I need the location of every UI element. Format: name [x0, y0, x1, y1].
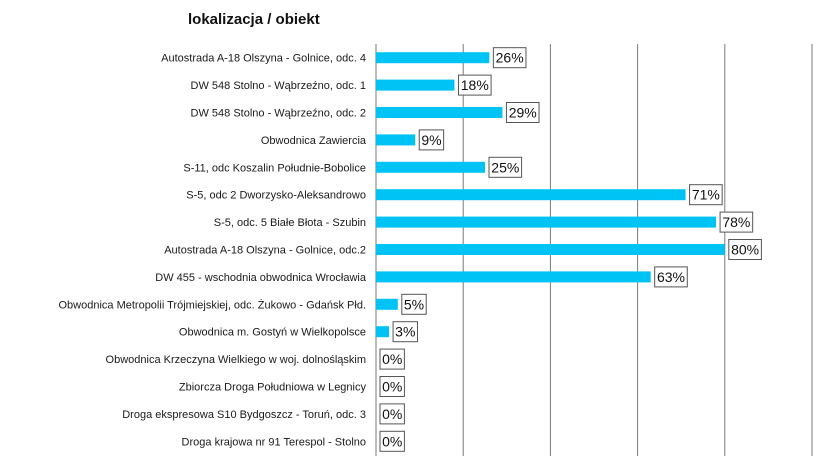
data-label-text: 5%: [404, 296, 424, 312]
data-label-box: [505, 102, 540, 123]
category-label: Obwodnica m. Gostyń w Wielkopolsce: [179, 327, 366, 339]
bar: [376, 107, 503, 118]
category-label: DW 455 - wschodnia obwodnica Wrocławia: [155, 272, 367, 284]
data-label-text: 71%: [692, 187, 720, 203]
data-label: 3%: [392, 321, 418, 343]
data-label-text: 29%: [509, 105, 537, 121]
data-label-box: [418, 129, 445, 151]
category-labels: Autostrada A-18 Olszyna - Golnice, odc. …: [58, 53, 366, 449]
data-label-box: [689, 184, 723, 206]
data-label-box: [379, 403, 405, 425]
category-label: S-5, odc 2 Dworzysko-Aleksandrowo: [186, 190, 366, 202]
data-label: 80%: [728, 239, 762, 260]
bar: [376, 52, 490, 64]
data-label: 25%: [488, 156, 523, 178]
data-label-text: 0%: [382, 406, 402, 422]
data-label-box: [728, 239, 762, 260]
data-label-box: [488, 156, 523, 178]
data-label-box: [379, 376, 405, 397]
data-label-text: 3%: [395, 324, 415, 340]
data-label-text: 18%: [461, 77, 489, 93]
chart-title: lokalizacja / obiekt: [188, 11, 320, 28]
bar: [376, 161, 485, 173]
data-label-box: [379, 430, 405, 452]
bar: [376, 189, 686, 201]
data-labels: 26% 18% 29% 9% 25% 71%78% 80% 63% 5% 3% 0% 0% 0% 0%: [379, 47, 762, 452]
data-label: 26%: [492, 47, 527, 69]
data-label-box: [392, 321, 418, 343]
bar: [376, 216, 717, 228]
data-label: 0%: [379, 403, 405, 425]
category-label: Autostrada A-18 Olszyna - Golnice, odc.2: [164, 245, 366, 257]
bar: [376, 79, 455, 91]
data-label: 0%: [379, 430, 405, 452]
category-label: Zbiorcza Droga Południowa w Legnicy: [179, 382, 367, 394]
category-label: Droga ekspresowa S10 Bydgoszcz - Toruń, …: [122, 409, 366, 421]
data-label: 29%: [505, 102, 540, 123]
data-label-text: 78%: [722, 214, 750, 230]
data-label: 0%: [379, 348, 405, 370]
bar: [376, 244, 725, 255]
bar: [376, 271, 651, 283]
data-label: 63%: [654, 266, 688, 288]
data-label: 5%: [401, 293, 427, 315]
data-label-box: [719, 211, 754, 233]
data-label-box: [379, 348, 405, 370]
category-label: Droga krajowa nr 91 Terespol - Stolno: [182, 436, 366, 448]
bar: [376, 298, 398, 310]
data-label-box: [654, 266, 688, 288]
bar: [376, 134, 416, 146]
data-label-text: 25%: [491, 159, 519, 175]
data-label-text: 26%: [496, 50, 524, 66]
category-label: DW 548 Stolno - Wąbrzeźno, odc. 1: [191, 80, 366, 92]
category-label: DW 548 Stolno - Wąbrzeźno, odc. 2: [191, 108, 366, 120]
category-label: Obwodnica Krzeczyna Wielkiego w woj. dol…: [106, 354, 366, 366]
data-label-box: [457, 74, 492, 96]
data-label-text: 9%: [421, 132, 441, 148]
data-label: 18%: [457, 74, 492, 96]
bar: [376, 326, 390, 338]
category-label: Autostrada A-18 Olszyna - Golnice, odc. …: [161, 53, 366, 65]
category-label: Obwodnica Metropolii Trójmiejskiej, odc.…: [58, 298, 366, 311]
data-label: 0%: [379, 376, 405, 397]
category-label: Obwodnica Zawiercia: [261, 135, 367, 147]
data-label: 78%: [719, 211, 754, 233]
bars: [376, 52, 725, 338]
data-label-box: [492, 47, 527, 69]
data-label-text: 63%: [657, 269, 685, 285]
category-label: S-5, odc. 5 Białe Błota - Szubin: [214, 217, 366, 229]
data-label: 9%: [418, 129, 445, 151]
data-label-text: 0%: [382, 351, 402, 367]
data-label-text: 0%: [382, 433, 402, 449]
data-label-text: 80%: [731, 242, 759, 258]
data-label: 71%: [689, 184, 723, 206]
category-label: S-11, odc Koszalin Południe-Bobolice: [183, 162, 366, 174]
data-label-text: 0%: [382, 379, 402, 395]
data-label-box: [401, 293, 427, 315]
